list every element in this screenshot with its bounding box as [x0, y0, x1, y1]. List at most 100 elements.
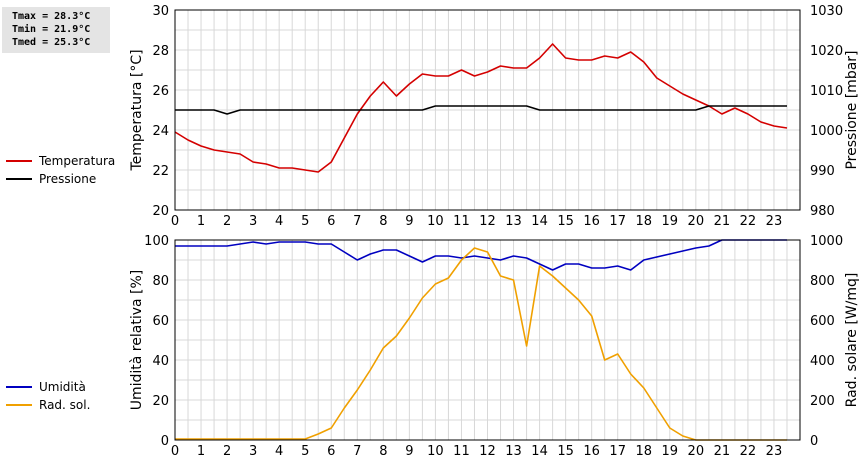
legend-swatch-umidita: [6, 386, 32, 388]
x-tick-label: 7: [353, 214, 361, 229]
y-tick-label-left: 26: [152, 84, 169, 99]
y-tick-label-right: 400: [810, 354, 835, 369]
stats-box: Tmax = 28.3°C Tmin = 21.9°C Tmed = 25.3°…: [2, 7, 110, 53]
y-tick-label-right: 600: [810, 314, 835, 329]
x-tick-label: 6: [327, 444, 335, 459]
x-tick-label: 9: [405, 214, 413, 229]
x-tick-label: 12: [479, 214, 496, 229]
x-tick-label: 23: [766, 214, 783, 229]
x-tick-label: 3: [249, 444, 257, 459]
x-tick-label: 19: [662, 214, 679, 229]
x-tick-label: 21: [714, 214, 731, 229]
y-tick-label-left: 60: [152, 314, 169, 329]
x-tick-label: 3: [249, 214, 257, 229]
y-tick-label-right: 0: [810, 434, 818, 449]
y-tick-label-right: 1000: [810, 234, 843, 249]
x-tick-label: 23: [766, 444, 783, 459]
legend-label-pressione: Pressione: [39, 172, 97, 186]
chart-humidity-radiation: 0 1 2 3 4 5 6 7 8 9 10 11 12 13 14 15 16 17 18 19 20 21 22 2302…: [129, 234, 860, 459]
x-tick-label: 1: [197, 444, 205, 459]
y-tick-label-left: 28: [152, 44, 169, 59]
y-tick-label-right: 200: [810, 394, 835, 409]
x-tick-label: 17: [609, 444, 626, 459]
y-tick-label-left: 80: [152, 274, 169, 289]
x-tick-label: 13: [505, 214, 522, 229]
y-tick-label-left: 22: [152, 164, 169, 179]
x-tick-label: 21: [714, 444, 731, 459]
y-tick-label-right: 1010: [810, 84, 843, 99]
legend-bottom: Umidità Rad. sol.: [6, 378, 90, 414]
x-tick-label: 2: [223, 214, 231, 229]
y-tick-label-left: 0: [161, 434, 169, 449]
x-tick-label: 16: [583, 214, 600, 229]
x-tick-label: 1: [197, 214, 205, 229]
x-tick-label: 8: [379, 444, 387, 459]
y-tick-label-left: 20: [152, 204, 169, 219]
x-tick-label: 16: [583, 444, 600, 459]
series-line-umidit: [175, 239, 787, 271]
x-tick-label: 17: [609, 214, 626, 229]
plot-frame: [174, 9, 801, 211]
x-tick-label: 10: [427, 214, 444, 229]
chart-temperature-pressure: 0 1 2 3 4 5 6 7 8 9 10 11 12 13 14 15 16 17 18 19 20 21 22 2320…: [129, 4, 860, 229]
x-tick-label: 19: [662, 444, 679, 459]
stat-tmax: Tmax = 28.3°C: [12, 11, 91, 22]
x-tick-label: 22: [740, 444, 757, 459]
y-tick-label-left: 20: [152, 394, 169, 409]
y-axis-label-left: Umidità relativa [%]: [129, 270, 145, 411]
legend-top: Temperatura Pressione: [6, 152, 115, 188]
plot-frame: [174, 239, 801, 441]
legend-label-rad-sol: Rad. sol.: [39, 398, 91, 412]
y-axis-label-right: Pressione [mbar]: [844, 50, 860, 169]
legend-swatch-temperatura: [6, 160, 32, 162]
x-tick-label: 15: [557, 444, 574, 459]
x-tick-label: 12: [479, 444, 496, 459]
series-line-temperatura: [174, 43, 788, 173]
x-tick-label: 15: [557, 214, 574, 229]
x-tick-label: 13: [505, 444, 522, 459]
x-tick-label: 14: [531, 214, 548, 229]
y-tick-label-left: 40: [152, 354, 169, 369]
legend-label-umidita: Umidità: [39, 380, 86, 394]
y-tick-label-right: 1030: [810, 4, 843, 19]
x-tick-label: 4: [275, 214, 283, 229]
y-tick-label-left: 24: [152, 124, 169, 139]
y-axis-label-right: Rad. solare [W/mq]: [844, 273, 860, 408]
x-tick-label: 6: [327, 214, 335, 229]
series-line-rad-sol: [175, 247, 787, 441]
y-tick-label-right: 800: [810, 274, 835, 289]
y-tick-label-left: 100: [144, 234, 169, 249]
x-tick-label: 20: [688, 214, 705, 229]
x-tick-label: 11: [453, 444, 470, 459]
y-tick-label-right: 1000: [810, 124, 843, 139]
x-tick-label: 18: [635, 214, 652, 229]
y-tick-label-right: 1020: [810, 44, 843, 59]
x-tick-label: 7: [353, 444, 361, 459]
x-tick-label: 10: [427, 444, 444, 459]
y-axis-label-left: Temperatura [°C]: [129, 49, 145, 171]
y-tick-label-right: 980: [810, 204, 835, 219]
x-tick-label: 18: [635, 444, 652, 459]
legend-item-pressione: Pressione: [6, 170, 115, 188]
x-tick-label: 0: [171, 214, 179, 229]
x-tick-label: 9: [405, 444, 413, 459]
y-tick-label-left: 30: [152, 4, 169, 19]
x-tick-label: 8: [379, 214, 387, 229]
stat-tmed: Tmed = 25.3°C: [12, 37, 91, 48]
legend-label-temperatura: Temperatura: [39, 154, 116, 168]
grid: [175, 240, 800, 440]
legend-item-rad-sol: Rad. sol.: [6, 396, 90, 414]
x-tick-label: 20: [688, 444, 705, 459]
x-tick-label: 5: [301, 214, 309, 229]
x-tick-label: 4: [275, 444, 283, 459]
legend-item-umidita: Umidità: [6, 378, 90, 396]
x-tick-label: 11: [453, 214, 470, 229]
legend-item-temperatura: Temperatura: [6, 152, 115, 170]
x-tick-label: 22: [740, 214, 757, 229]
x-tick-label: 14: [531, 444, 548, 459]
series-line-pressione: [175, 105, 787, 115]
stat-tmin: Tmin = 21.9°C: [12, 24, 91, 35]
y-tick-label-right: 990: [810, 164, 835, 179]
x-tick-label: 5: [301, 444, 309, 459]
legend-swatch-rad-sol: [6, 404, 32, 406]
